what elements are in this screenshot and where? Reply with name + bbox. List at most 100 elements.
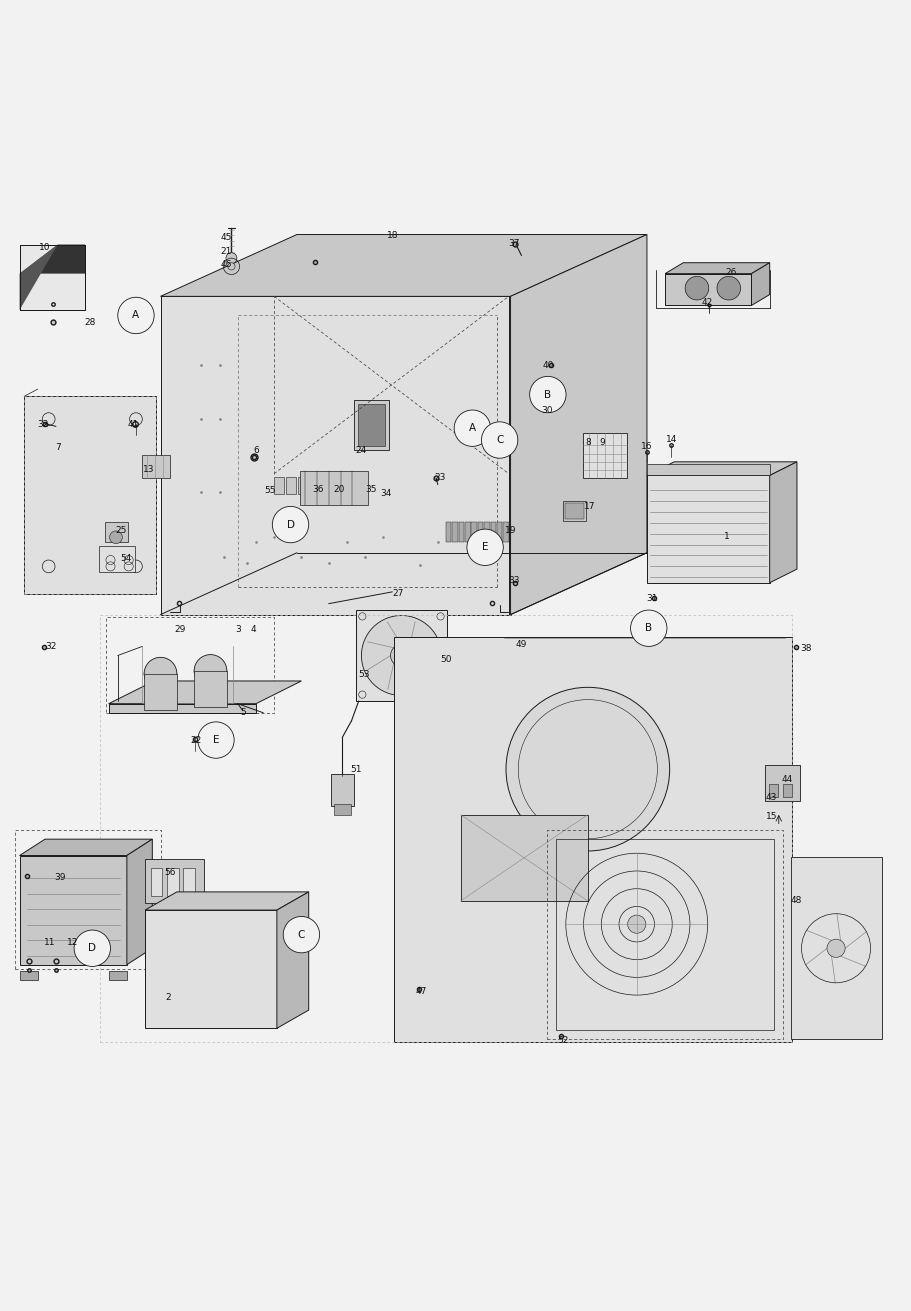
Circle shape bbox=[272, 506, 308, 543]
Circle shape bbox=[716, 277, 740, 300]
Bar bbox=[465, 522, 470, 541]
Text: 52: 52 bbox=[557, 1036, 568, 1045]
Text: 50: 50 bbox=[440, 654, 451, 663]
Text: 27: 27 bbox=[392, 589, 403, 598]
Bar bbox=[19, 245, 85, 309]
Polygon shape bbox=[664, 274, 751, 305]
Bar bbox=[183, 868, 195, 895]
Bar bbox=[330, 773, 353, 805]
Text: A: A bbox=[132, 311, 139, 320]
Text: E: E bbox=[212, 735, 219, 745]
Polygon shape bbox=[664, 262, 769, 274]
Text: 20: 20 bbox=[333, 485, 344, 494]
Circle shape bbox=[283, 916, 319, 953]
Text: 43: 43 bbox=[765, 793, 776, 802]
Bar bbox=[167, 868, 179, 895]
Polygon shape bbox=[108, 680, 302, 704]
Bar bbox=[19, 971, 37, 981]
Bar bbox=[471, 522, 476, 541]
Text: 10: 10 bbox=[39, 243, 51, 252]
Text: 34: 34 bbox=[380, 489, 391, 498]
Circle shape bbox=[74, 929, 110, 966]
Circle shape bbox=[684, 277, 708, 300]
Text: 6: 6 bbox=[253, 446, 259, 455]
Bar bbox=[298, 477, 307, 494]
Polygon shape bbox=[646, 461, 796, 476]
Bar bbox=[556, 839, 773, 1030]
Circle shape bbox=[144, 657, 177, 690]
Text: 23: 23 bbox=[435, 473, 445, 481]
Ellipse shape bbox=[219, 262, 266, 284]
Circle shape bbox=[506, 687, 669, 851]
Bar bbox=[563, 501, 586, 520]
Bar bbox=[496, 522, 502, 541]
Text: 30: 30 bbox=[540, 406, 552, 416]
Text: 26: 26 bbox=[724, 269, 735, 277]
Text: 14: 14 bbox=[665, 435, 677, 443]
Bar bbox=[503, 522, 508, 541]
Text: 5: 5 bbox=[241, 708, 246, 717]
Bar bbox=[477, 522, 483, 541]
Circle shape bbox=[481, 422, 517, 459]
Text: 7: 7 bbox=[55, 443, 60, 452]
Ellipse shape bbox=[194, 666, 227, 676]
Circle shape bbox=[390, 645, 412, 666]
Text: 55: 55 bbox=[264, 486, 276, 496]
Text: C: C bbox=[297, 929, 305, 940]
Bar bbox=[458, 522, 464, 541]
Bar bbox=[144, 674, 177, 711]
Bar bbox=[150, 868, 162, 895]
Text: 17: 17 bbox=[583, 502, 595, 511]
Circle shape bbox=[627, 915, 645, 933]
Polygon shape bbox=[277, 891, 308, 1028]
Bar bbox=[105, 522, 128, 541]
Text: 9: 9 bbox=[599, 438, 605, 447]
Polygon shape bbox=[160, 296, 510, 615]
Text: 2: 2 bbox=[165, 992, 170, 1002]
Polygon shape bbox=[127, 839, 152, 965]
Text: 28: 28 bbox=[84, 319, 95, 328]
Text: 54: 54 bbox=[120, 553, 131, 562]
Text: B: B bbox=[644, 623, 651, 633]
Bar bbox=[108, 971, 127, 981]
Bar bbox=[274, 477, 284, 494]
Text: 13: 13 bbox=[143, 464, 154, 473]
Text: 12: 12 bbox=[67, 939, 78, 948]
Polygon shape bbox=[19, 839, 152, 856]
Bar bbox=[355, 610, 446, 701]
Polygon shape bbox=[394, 637, 792, 1042]
Text: 36: 36 bbox=[312, 485, 323, 494]
Text: D: D bbox=[286, 519, 294, 530]
Circle shape bbox=[826, 939, 844, 957]
Bar bbox=[764, 764, 799, 801]
Polygon shape bbox=[769, 461, 796, 583]
Bar bbox=[484, 522, 489, 541]
Text: 56: 56 bbox=[164, 868, 175, 877]
Text: 45: 45 bbox=[220, 233, 231, 241]
Bar bbox=[353, 400, 388, 450]
Text: 11: 11 bbox=[44, 939, 56, 948]
Text: 44: 44 bbox=[781, 775, 792, 784]
Polygon shape bbox=[160, 235, 646, 296]
Text: 25: 25 bbox=[116, 526, 127, 535]
Text: 35: 35 bbox=[364, 485, 376, 494]
Circle shape bbox=[118, 298, 154, 333]
Circle shape bbox=[454, 410, 490, 446]
Bar bbox=[646, 464, 769, 476]
Text: 40: 40 bbox=[541, 361, 553, 370]
Text: 15: 15 bbox=[765, 812, 776, 821]
Circle shape bbox=[466, 530, 503, 565]
Text: 31: 31 bbox=[646, 594, 658, 603]
Polygon shape bbox=[145, 891, 308, 910]
Text: 24: 24 bbox=[354, 447, 365, 455]
Text: 3: 3 bbox=[235, 624, 241, 633]
Bar bbox=[452, 522, 457, 541]
Circle shape bbox=[198, 722, 234, 758]
Text: C: C bbox=[496, 435, 503, 444]
Text: 37: 37 bbox=[508, 239, 519, 248]
Bar bbox=[768, 784, 777, 797]
Text: 49: 49 bbox=[516, 640, 527, 649]
Bar bbox=[300, 471, 367, 506]
Bar bbox=[286, 477, 296, 494]
Text: 18: 18 bbox=[386, 231, 398, 240]
